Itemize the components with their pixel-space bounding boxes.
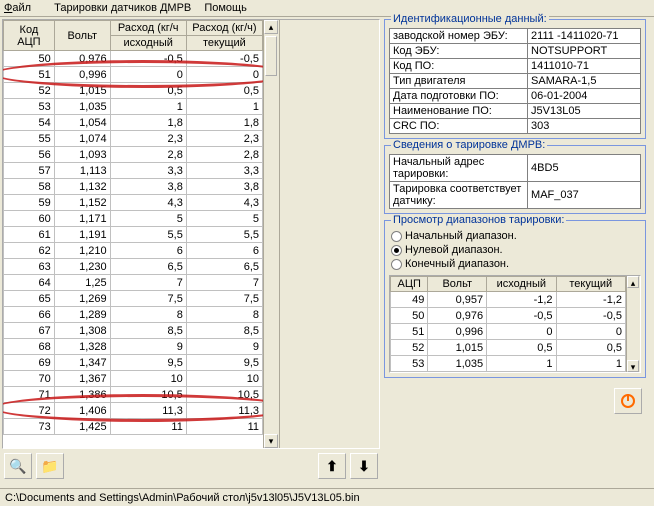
table-row[interactable]: 510,99600	[391, 324, 626, 340]
status-bar: C:\Documents and Settings\Admin\Рабочий …	[0, 488, 654, 506]
scroll-up-icon[interactable]: ▴	[264, 20, 278, 34]
table-row[interactable]: 631,2306,56,5	[4, 259, 263, 275]
radio-initial[interactable]: Начальный диапазон.	[389, 229, 641, 243]
menu-help[interactable]: Помощь	[204, 2, 247, 14]
range-scrollbar[interactable]: ▴ ▾	[626, 276, 640, 372]
col-volt[interactable]: Вольт	[54, 21, 110, 51]
menu-tar[interactable]: Тарировки датчиков ДМРВ	[54, 2, 191, 14]
table-row[interactable]: 490,957-1,2-1,2	[391, 292, 626, 308]
menubar: Файл Тарировки датчиков ДМРВ Помощь	[0, 0, 654, 17]
table-row[interactable]: 601,17155	[4, 211, 263, 227]
info-row: Начальный адрес тарировки:4BD5	[390, 155, 641, 182]
table-row[interactable]: 621,21066	[4, 243, 263, 259]
table-row[interactable]: 531,03511	[391, 356, 626, 372]
table-row[interactable]: 701,3671010	[4, 371, 263, 387]
col-code[interactable]: Код АЦП	[4, 21, 55, 51]
open-button[interactable]: 📁	[36, 453, 64, 479]
scol-cur[interactable]: текущий	[556, 277, 625, 292]
table-row[interactable]: 521,0150,50,5	[391, 340, 626, 356]
info-row: Тип двигателяSAMARA-1,5	[390, 74, 641, 89]
table-row[interactable]: 541,0541,81,8	[4, 115, 263, 131]
main-table-area: Код АЦП Вольт Расход (кг/ч Расход (кг/ч)…	[2, 19, 380, 449]
toolbar: 🔍 📁 ⬆ ⬇	[2, 449, 380, 483]
tarinfo-title: Сведения о тарировке ДМРВ:	[391, 139, 547, 151]
table-row[interactable]: 731,4251111	[4, 419, 263, 435]
info-row: Дата подготовки ПО:06-01-2004	[390, 89, 641, 104]
table-row[interactable]: 551,0742,32,3	[4, 131, 263, 147]
magnifier-icon: 🔍	[9, 458, 26, 475]
table-row[interactable]: 651,2697,57,5	[4, 291, 263, 307]
radio-icon	[391, 259, 402, 270]
info-row: Код ЭБУ:NOTSUPPORT	[390, 44, 641, 59]
ident-table: заводской номер ЭБУ:2111 -1411020-71Код …	[389, 28, 641, 134]
vertical-scrollbar[interactable]: ▴ ▾	[263, 20, 279, 448]
radio-icon	[391, 245, 402, 256]
scol-volt[interactable]: Вольт	[428, 277, 487, 292]
ident-title: Идентификационные данный:	[391, 13, 549, 25]
empty-panel	[279, 20, 379, 448]
main-table: Код АЦП Вольт Расход (кг/ч Расход (кг/ч)…	[3, 20, 263, 435]
col-cur[interactable]: текущий	[186, 36, 262, 51]
table-row[interactable]: 611,1915,55,5	[4, 227, 263, 243]
tarinfo-table: Начальный адрес тарировки:4BD5Тарировка …	[389, 154, 641, 209]
scol-src[interactable]: исходный	[487, 277, 556, 292]
radio-zero[interactable]: Нулевой диапазон.	[389, 243, 641, 257]
power-icon	[620, 393, 636, 409]
tarinfo-group: Сведения о тарировке ДМРВ: Начальный адр…	[384, 145, 646, 214]
ranges-group: Просмотр диапазонов тарировки: Начальный…	[384, 220, 646, 378]
table-row[interactable]: 721,40611,311,3	[4, 403, 263, 419]
table-row[interactable]: 521,0150,50,5	[4, 83, 263, 99]
folder-icon: 📁	[41, 458, 58, 475]
table-row[interactable]: 571,1133,33,3	[4, 163, 263, 179]
table-row[interactable]: 531,03511	[4, 99, 263, 115]
table-row[interactable]: 711,38610,510,5	[4, 387, 263, 403]
info-row: заводской номер ЭБУ:2111 -1411020-71	[390, 29, 641, 44]
table-row[interactable]: 671,3088,58,5	[4, 323, 263, 339]
table-row[interactable]: 500,976-0,5-0,5	[4, 51, 263, 67]
info-row: CRC ПО:303	[390, 119, 641, 134]
table-row[interactable]: 510,99600	[4, 67, 263, 83]
info-row: Код ПО:1411010-71	[390, 59, 641, 74]
close-button[interactable]	[614, 388, 642, 414]
radio-icon	[391, 231, 402, 242]
zoom-button[interactable]: 🔍	[4, 453, 32, 479]
col-src[interactable]: исходный	[110, 36, 186, 51]
scroll-up-icon[interactable]: ▴	[627, 276, 639, 288]
table-row[interactable]: 641,2577	[4, 275, 263, 291]
range-table: АЦП Вольт исходный текущий 490,957-1,2-1…	[390, 276, 626, 372]
status-path: C:\Documents and Settings\Admin\Рабочий …	[5, 492, 360, 504]
scroll-down-icon[interactable]: ▾	[264, 434, 278, 448]
info-row: Наименование ПО:J5V13L05	[390, 104, 641, 119]
down-button[interactable]: ⬇	[350, 453, 378, 479]
table-row[interactable]: 681,32899	[4, 339, 263, 355]
menu-file[interactable]: Файл	[4, 2, 41, 14]
table-row[interactable]: 691,3479,59,5	[4, 355, 263, 371]
ident-group: Идентификационные данный: заводской номе…	[384, 19, 646, 139]
arrow-up-icon: ⬆	[326, 458, 338, 475]
arrow-down-icon: ⬇	[358, 458, 370, 475]
scroll-down-icon[interactable]: ▾	[627, 360, 639, 372]
ranges-title: Просмотр диапазонов тарировки:	[391, 214, 566, 226]
table-row[interactable]: 581,1323,83,8	[4, 179, 263, 195]
table-row[interactable]: 561,0932,82,8	[4, 147, 263, 163]
table-row[interactable]: 500,976-0,5-0,5	[391, 308, 626, 324]
scol-acp[interactable]: АЦП	[391, 277, 428, 292]
col-flow-cur[interactable]: Расход (кг/ч)	[186, 21, 262, 36]
scroll-thumb[interactable]	[265, 36, 277, 76]
radio-final[interactable]: Конечный диапазон.	[389, 257, 641, 271]
table-row[interactable]: 661,28988	[4, 307, 263, 323]
up-button[interactable]: ⬆	[318, 453, 346, 479]
col-flow-src[interactable]: Расход (кг/ч	[110, 21, 186, 36]
table-row[interactable]: 591,1524,34,3	[4, 195, 263, 211]
info-row: Тарировка соответствует датчику:MAF_037	[390, 182, 641, 209]
